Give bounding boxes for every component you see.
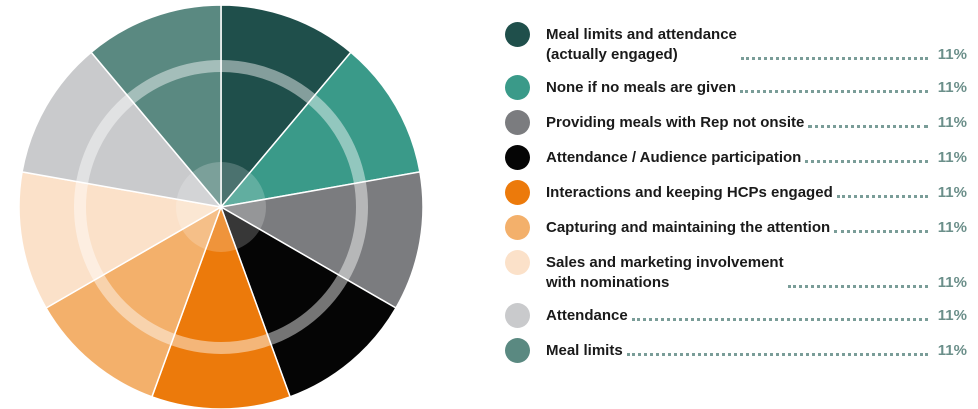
legend-item: Attendance / Audience participation 11% [505, 145, 967, 170]
legend-text: Attendance / Audience participation 11% [546, 145, 967, 168]
value-label: 11% [937, 307, 967, 324]
legend-marker [505, 75, 530, 100]
pie-slice [218, 171, 424, 310]
value-label: 11% [937, 184, 967, 201]
legend-label: Interactions and keeping HCPs engaged [546, 184, 833, 201]
legend-label: Meal limits and attendance (actually eng… [546, 26, 737, 63]
pie-slice [220, 4, 352, 210]
leader-dots [805, 160, 928, 163]
legend-label: None if no meals are given [546, 79, 737, 96]
leader-dots [740, 57, 928, 60]
pie-slice [219, 205, 397, 398]
legend-marker [505, 303, 530, 328]
legend-label: Attendance / Audience participation [546, 149, 802, 166]
leader-dots [631, 318, 928, 321]
legend-item: Interactions and keeping HCPs engaged 11% [505, 180, 967, 205]
legend-label: Providing meals with Rep not onsite [546, 114, 805, 131]
legend-item: Capturing and maintaining the attention 1… [505, 215, 967, 240]
legend-item: Meal limits 11% [505, 338, 967, 363]
legend-marker [505, 22, 530, 47]
legend-marker [505, 145, 530, 170]
leader-dots [626, 353, 928, 356]
legend-marker [505, 110, 530, 135]
legend-item: Meal limits and attendance (actually eng… [505, 22, 967, 65]
leader-dots [740, 90, 928, 93]
value-label: 11% [937, 79, 967, 96]
legend-item: Providing meals with Rep not onsite 11% [505, 110, 967, 135]
legend-item: Attendance 11% [505, 303, 967, 328]
legend-label: Sales and marketing involvement with nom… [546, 254, 784, 291]
legend-text: Attendance 11% [546, 303, 967, 326]
leader-dots [836, 195, 928, 198]
pie-slice [219, 51, 421, 209]
legend-text: Meal limits 11% [546, 338, 967, 361]
pie-slice [90, 4, 222, 210]
value-label: 11% [937, 114, 967, 131]
legend-marker [505, 250, 530, 275]
legend-label: Capturing and maintaining the attention [546, 219, 831, 236]
ring [74, 60, 368, 354]
legend-marker [505, 215, 530, 240]
legend-text: Interactions and keeping HCPs engaged 11% [546, 180, 967, 203]
value-label: 11% [937, 46, 967, 63]
legend-text: Sales and marketing involvement with nom… [546, 250, 967, 293]
legend-text: Providing meals with Rep not onsite 11% [546, 110, 967, 133]
legend-label: Attendance [546, 307, 628, 324]
leader-dots [787, 285, 928, 288]
legend-item: None if no meals are given 11% [505, 75, 967, 100]
leader-dots [834, 230, 928, 233]
legend-marker [505, 180, 530, 205]
leader-dots [808, 125, 928, 128]
legend-label: Meal limits [546, 342, 623, 359]
value-label: 11% [937, 149, 967, 166]
pie-slice [45, 205, 223, 398]
center-highlight [176, 162, 266, 252]
pie-slice [18, 171, 224, 310]
pie-slice [21, 51, 223, 209]
pie-slice [150, 204, 292, 409]
pie-chart [18, 4, 424, 409]
value-label: 11% [937, 219, 967, 236]
legend-text: Meal limits and attendance (actually eng… [546, 22, 967, 65]
legend: Meal limits and attendance (actually eng… [505, 22, 967, 363]
value-label: 11% [937, 274, 967, 291]
legend-text: Capturing and maintaining the attention 1… [546, 215, 967, 238]
legend-item: Sales and marketing involvement with nom… [505, 250, 967, 293]
legend-text: None if no meals are given 11% [546, 75, 967, 98]
legend-marker [505, 338, 530, 363]
value-label: 11% [937, 342, 967, 359]
